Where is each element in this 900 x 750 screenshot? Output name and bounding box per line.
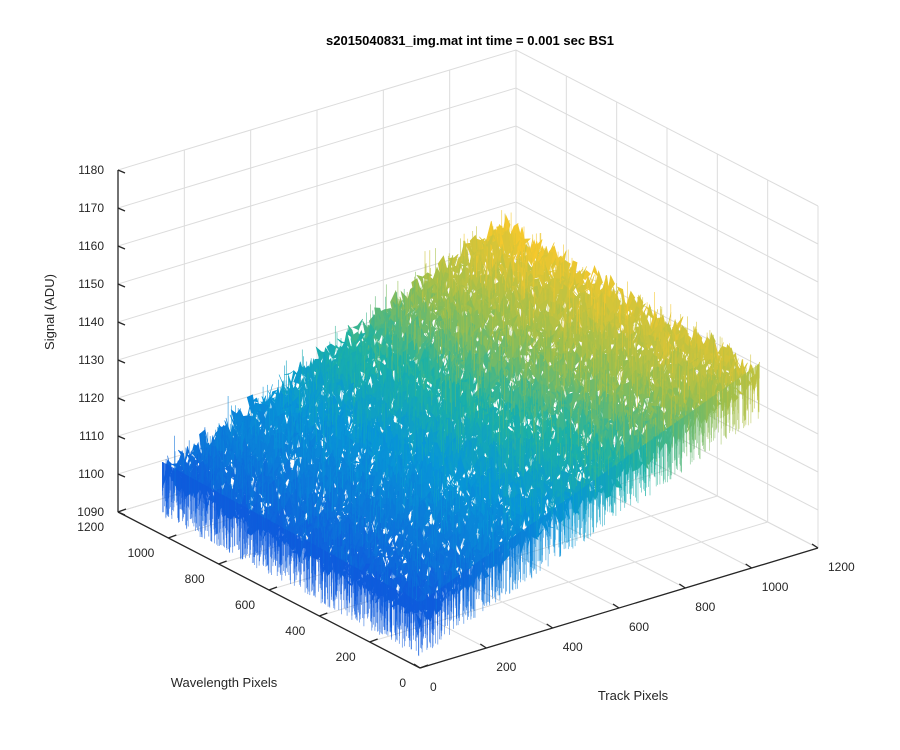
surface-cell <box>352 318 363 331</box>
surface-cell <box>191 447 202 468</box>
surface-cell <box>559 299 570 315</box>
surface-cell <box>456 260 467 268</box>
surface-cell <box>483 323 494 341</box>
surface-cell <box>588 264 599 283</box>
grid-line-y-floor <box>369 521 768 643</box>
surface-cell <box>343 409 354 425</box>
surface-cell <box>335 379 347 395</box>
chart-title: s2015040831_img.mat int time = 0.001 sec… <box>326 33 614 48</box>
surface-cell <box>662 322 673 335</box>
surface-cell <box>433 306 445 312</box>
surface-cell <box>617 346 628 369</box>
grid-line-z <box>117 163 819 321</box>
surface-cell <box>644 303 655 327</box>
surface-cell <box>371 320 383 331</box>
surface-cell <box>326 343 337 359</box>
grid-line-z <box>117 201 819 359</box>
surface-cell <box>638 334 649 352</box>
surface-cell <box>703 353 714 366</box>
surface-cell <box>284 370 294 375</box>
surface-cell <box>576 284 588 293</box>
grid-line-z <box>117 49 819 207</box>
grid-line-z <box>117 125 819 283</box>
surface-cell <box>655 344 665 363</box>
surface-cell <box>501 230 512 257</box>
surface-cell <box>338 347 349 363</box>
surface-mesh <box>162 210 760 657</box>
grid-line-z <box>117 87 819 245</box>
surface-cell <box>538 255 548 264</box>
